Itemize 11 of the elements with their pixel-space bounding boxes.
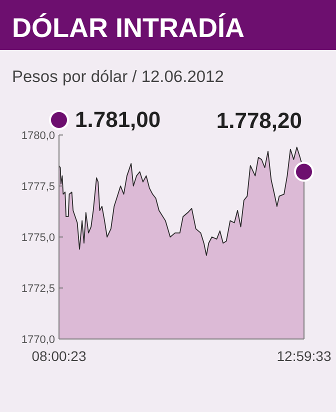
y-tick-label: 1775,0 bbox=[21, 232, 55, 244]
text: 1.778,20 bbox=[216, 108, 302, 133]
y-tick-label: 1772,5 bbox=[21, 282, 55, 295]
chart-subtitle: Pesos por dólar / 12.06.2012 bbox=[12, 68, 224, 86]
y-tick-label: 1770,0 bbox=[21, 334, 55, 346]
x-tick-label: 08:00:23 bbox=[32, 348, 86, 364]
y-tick-label: 1780,0 bbox=[21, 130, 55, 142]
y-tick-label: 1777,5 bbox=[21, 180, 55, 193]
text: 1.781,00 bbox=[75, 107, 161, 132]
x-tick-label: 12:59:33 bbox=[276, 348, 332, 364]
chart-title: DÓLAR INTRADÍA bbox=[12, 13, 244, 43]
